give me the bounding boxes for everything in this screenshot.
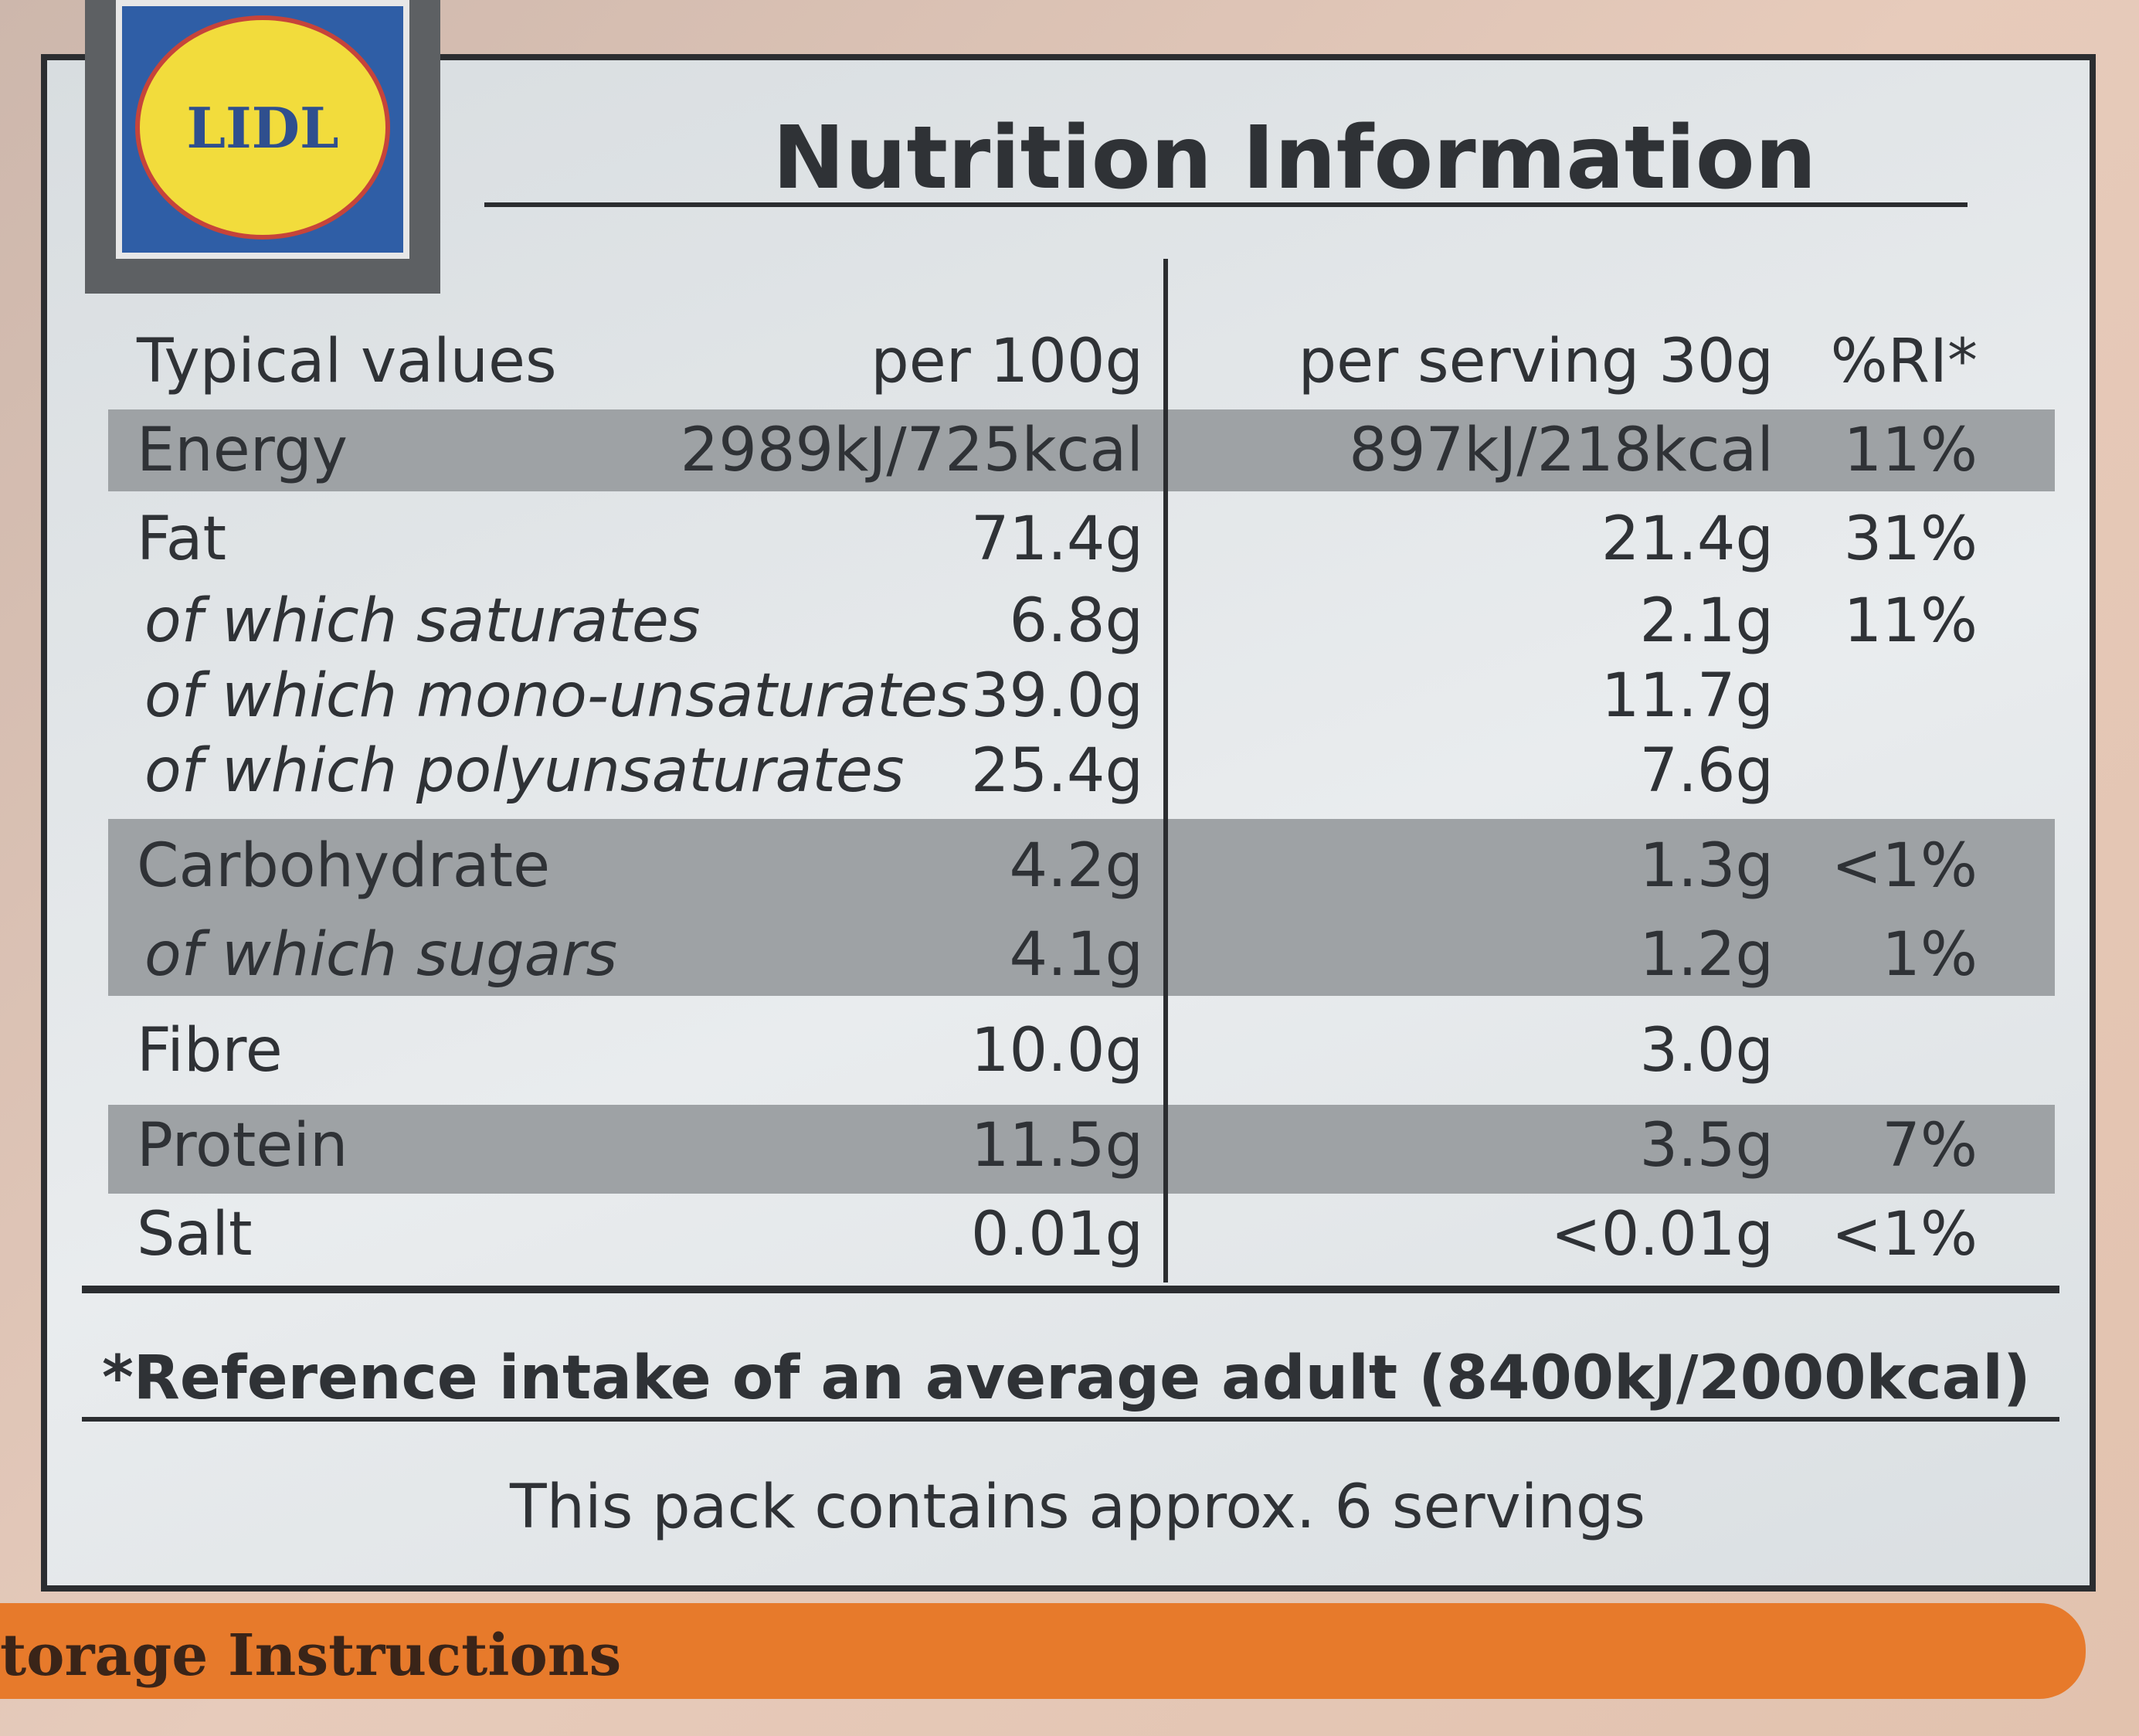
footnote: *Reference intake of an average adult (8… [102, 1344, 2031, 1413]
ri: 31% [1843, 504, 1978, 574]
per-serving: 1.3g [1639, 831, 1774, 901]
per-100g: 2989kJ/725kcal [680, 416, 1143, 485]
per-serving: 7.6g [1639, 736, 1774, 806]
row-label: Protein [137, 1111, 348, 1181]
ri: 7% [1882, 1111, 1978, 1181]
column-header: per serving 30g [1298, 327, 1774, 396]
row-shade [108, 1105, 2055, 1194]
ri: 1% [1882, 920, 1978, 990]
per-serving: 2.1g [1639, 586, 1774, 656]
row-label: of which sugars [144, 920, 618, 990]
ri: <1% [1831, 1200, 1978, 1269]
row-label: Fibre [137, 1016, 283, 1085]
row-label: of which saturates [144, 586, 701, 656]
storage-bar [0, 1603, 2086, 1699]
per-100g: 71.4g [970, 504, 1143, 574]
per-serving: 1.2g [1639, 920, 1774, 990]
per-serving: <0.01g [1550, 1200, 1774, 1269]
per-serving: 11.7g [1601, 661, 1774, 731]
per-serving: 21.4g [1601, 504, 1774, 574]
ri: <1% [1831, 831, 1978, 901]
per-100g: 4.2g [1009, 831, 1143, 901]
column-header: %RI* [1830, 327, 1978, 396]
per-serving: 897kJ/218kcal [1349, 416, 1774, 485]
column-divider [1163, 259, 1168, 1282]
table-rule [82, 1286, 2059, 1293]
row-shade [108, 819, 2055, 996]
ri: 11% [1843, 586, 1978, 656]
per-100g: 39.0g [970, 661, 1143, 731]
title-rule [484, 202, 1968, 207]
per-100g: 10.0g [970, 1016, 1143, 1085]
column-header: per 100g [871, 327, 1143, 396]
row-label: Carbohydrate [137, 831, 551, 901]
row-label: Energy [137, 416, 348, 485]
title: Nutrition Information [772, 108, 1817, 209]
column-header: Typical values [137, 327, 557, 396]
per-100g: 25.4g [970, 736, 1143, 806]
row-label: of which mono-unsaturates [144, 661, 969, 731]
row-label: Fat [137, 504, 227, 574]
row-label: Salt [137, 1200, 253, 1269]
per-serving: 3.0g [1639, 1016, 1774, 1085]
servings: This pack contains approx. 6 servings [509, 1473, 1646, 1542]
ri: 11% [1843, 416, 1978, 485]
row-label: of which polyunsaturates [144, 736, 905, 806]
storage-title: torage Instructions [0, 1622, 622, 1689]
footnote-rule [82, 1417, 2059, 1422]
logo-text: LIDL [135, 15, 390, 240]
per-100g: 4.1g [1009, 920, 1143, 990]
per-100g: 11.5g [970, 1111, 1143, 1181]
row-shade [108, 409, 2055, 491]
per-serving: 3.5g [1639, 1111, 1774, 1181]
per-100g: 6.8g [1009, 586, 1143, 656]
per-100g: 0.01g [970, 1200, 1143, 1269]
